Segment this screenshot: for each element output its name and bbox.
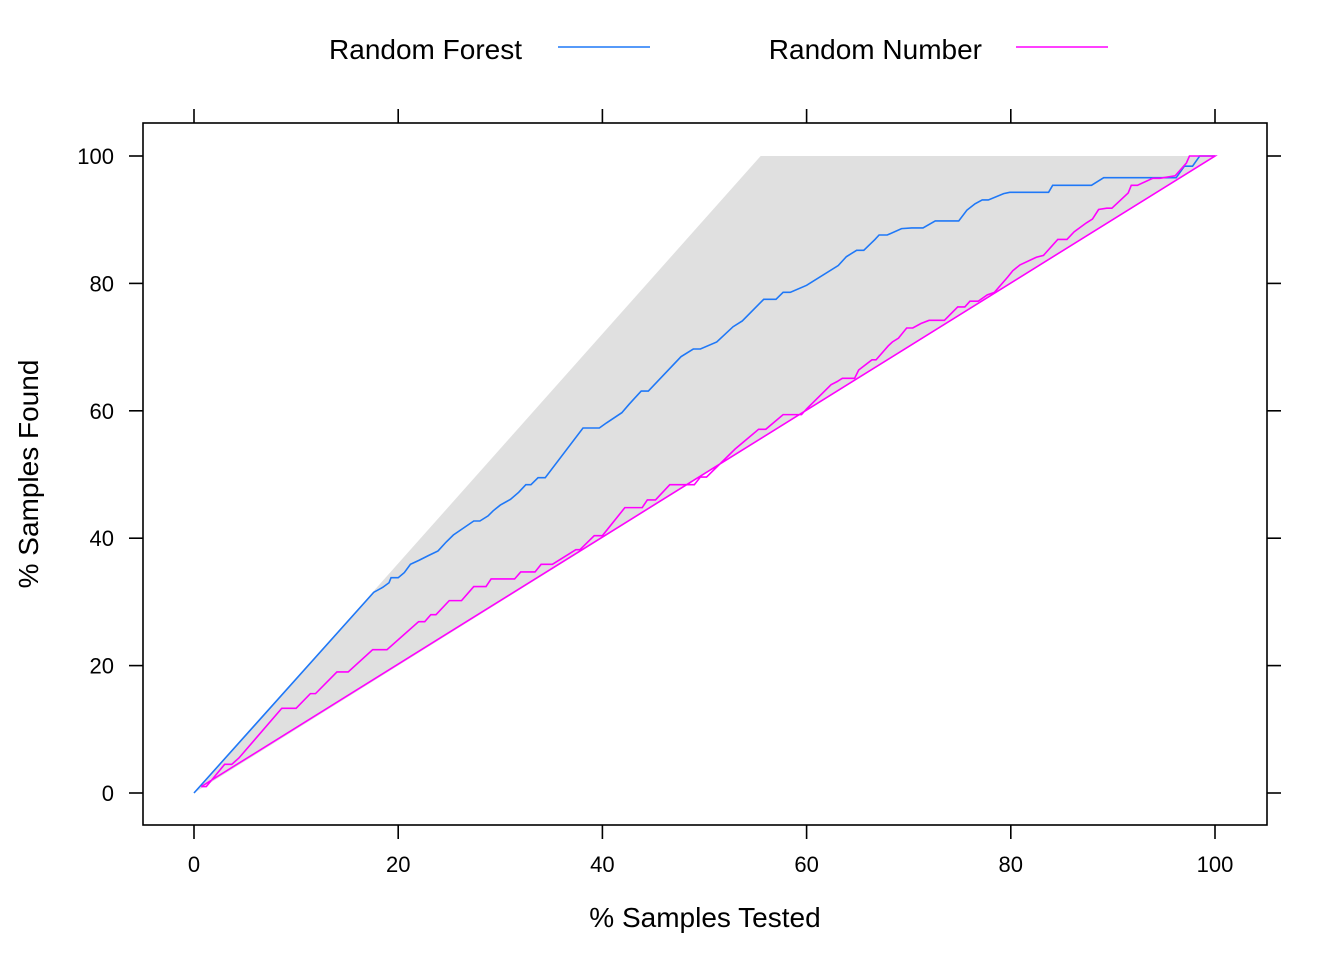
y-tick-label: 40	[90, 526, 114, 551]
series-line-random-number	[200, 155, 1218, 788]
x-tick-label: 100	[1197, 852, 1234, 877]
series-line-random-forest	[193, 155, 1215, 794]
plot-frame	[142, 122, 1268, 826]
x-tick-label: 40	[590, 852, 614, 877]
y-tick-label: 80	[90, 271, 114, 296]
legend: Random Forest Random Number	[329, 34, 1108, 65]
y-tick-label: 100	[77, 144, 114, 169]
y-tick-label: 20	[90, 654, 114, 679]
x-tick-label: 0	[188, 852, 200, 877]
y-axis: 0 20 40 60 80 100	[77, 144, 1281, 806]
x-axis: 0 20 40 60 80 100	[188, 109, 1233, 877]
x-axis-label: % Samples Tested	[589, 902, 820, 933]
y-axis-label: % Samples Found	[13, 360, 44, 589]
x-tick-label: 80	[999, 852, 1023, 877]
x-tick-label: 60	[794, 852, 818, 877]
x-tick-label: 20	[386, 852, 410, 877]
y-tick-label: 60	[90, 399, 114, 424]
legend-label-random-number: Random Number	[769, 34, 982, 65]
y-tick-label: 0	[102, 781, 114, 806]
plot-area	[193, 155, 1218, 794]
legend-label-random-forest: Random Forest	[329, 34, 522, 65]
